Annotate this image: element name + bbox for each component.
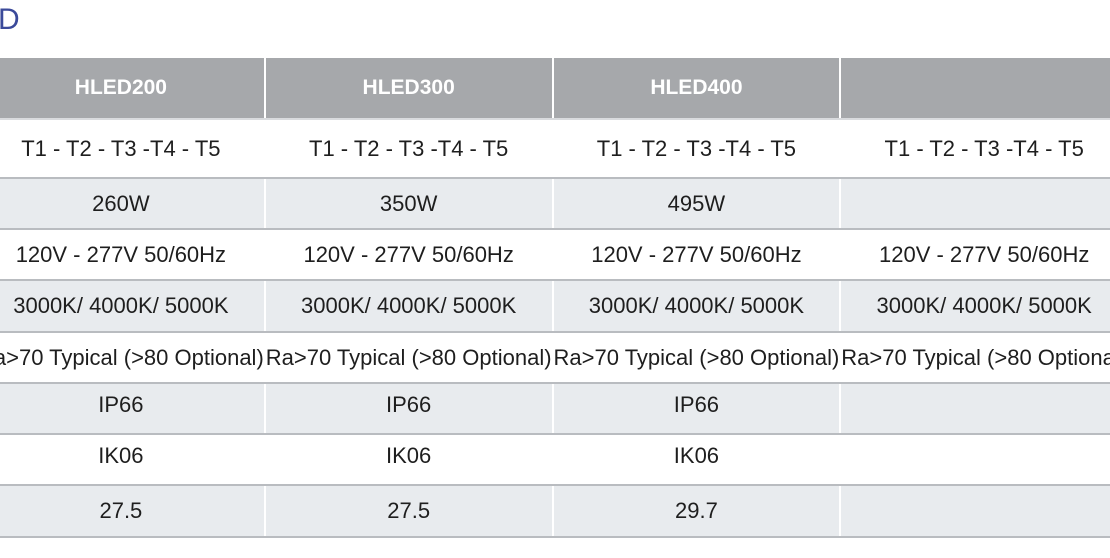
table-cell: T1 - T2 - T3 -T4 - T5 [263,119,554,179]
table-cell: 3000K/ 4000K/ 5000K [263,280,554,333]
table-cell: 27.5 [0,485,266,538]
table-cell: 3000K/ 4000K/ 5000K [551,280,842,333]
cell-text: T1 - T2 - T3 -T4 - T5 [309,135,509,161]
cell-text: 120V - 277V 50/60Hz [878,241,1090,267]
cell-text: 27.5 [387,498,431,523]
table-cell: 27.5 [263,485,554,538]
table-cell [839,178,1110,230]
table-cell: T1 - T2 - T3 -T4 - T5 [839,119,1110,179]
section-heading: D [0,3,21,36]
table-row: 27.5 27.5 29.7 [0,485,1110,538]
cell-text: IP66 [98,391,144,417]
table-cell: 120V - 277V 50/60Hz [0,229,266,281]
cell-text: Ra>70 Typical (>80 Optional) [0,344,264,370]
cell-text: IP66 [386,391,432,417]
cell-text: IK06 [98,442,144,468]
table-cell [839,434,1110,486]
cell-text: T1 - T2 - T3 -T4 - T5 [884,135,1084,161]
table-cell: 495W [551,178,842,230]
table-cell: 3000K/ 4000K/ 5000K [0,280,266,333]
cell-text: IK06 [673,442,720,468]
cell-text: 120V - 277V 50/60Hz [591,241,802,267]
table-cell: IP66 [551,383,842,435]
table-cell: T1 - T2 - T3 -T4 - T5 [551,119,842,179]
column-header-hled300: HLED300 [263,58,554,120]
table-row: IP66 IP66 IP66 [0,383,1110,435]
table-cell: IK06 [551,434,842,486]
cell-text: 27.5 [99,498,143,523]
table-cell: IK06 [263,434,554,486]
column-header-hled200: HLED200 [0,58,266,120]
cell-text: 3000K/ 4000K/ 5000K [876,293,1092,318]
table-cell: 3000K/ 4000K/ 5000K [839,280,1110,333]
table-header-row: HLED200 HLED300 HLED400 [0,58,1110,120]
cell-text: IP66 [673,391,720,417]
table-cell: 260W [0,178,266,230]
cell-text: IK06 [386,442,432,468]
table-row: 260W 350W 495W [0,178,1110,230]
table-row: T1 - T2 - T3 -T4 - T5 T1 - T2 - T3 -T4 -… [0,119,1110,179]
table-cell: 29.7 [551,485,842,538]
table-row: 3000K/ 4000K/ 5000K 3000K/ 4000K/ 5000K … [0,280,1110,333]
table-row: IK06 IK06 IK06 [0,434,1110,486]
spec-table: HLED200 HLED300 HLED400 T1 - T2 - T3 -T4… [0,58,1110,538]
table-cell: 120V - 277V 50/60Hz [263,229,554,281]
table-cell: Ra>70 Typical (>80 Optional) [263,332,554,384]
table-cell: Ra>70 Typical (>80 Optional) [839,332,1110,384]
table-cell: T1 - T2 - T3 -T4 - T5 [0,119,266,179]
table-cell: 120V - 277V 50/60Hz [551,229,842,281]
cell-text: 495W [667,190,726,216]
cell-text: Ra>70 Typical (>80 Optional) [265,344,552,370]
table-cell: IP66 [263,383,554,435]
cell-text: T1 - T2 - T3 -T4 - T5 [596,135,797,161]
column-header-hled400: HLED400 [551,58,842,120]
table-cell: IK06 [0,434,266,486]
cell-text: Ra>70 Typical (>80 Optional) [553,344,840,370]
table-row: Ra>70 Typical (>80 Optional) Ra>70 Typic… [0,332,1110,384]
table-cell: Ra>70 Typical (>80 Optional) [0,332,266,384]
cell-text: 29.7 [675,498,718,523]
cell-text: 260W [92,190,150,216]
cell-text: 120V - 277V 50/60Hz [303,241,514,267]
cell-text: 3000K/ 4000K/ 5000K [13,293,229,318]
cell-text: Ra>70 Typical (>80 Optional) [841,344,1110,370]
cell-text: 350W [379,190,438,216]
table-cell: 120V - 277V 50/60Hz [839,229,1110,281]
table-row: 120V - 277V 50/60Hz 120V - 277V 50/60Hz … [0,229,1110,281]
table-cell: Ra>70 Typical (>80 Optional) [551,332,842,384]
cell-text: 3000K/ 4000K/ 5000K [588,293,805,318]
table-cell [839,485,1110,538]
cell-text: 3000K/ 4000K/ 5000K [301,293,517,318]
column-header-4 [839,58,1110,120]
table-cell: 350W [263,178,554,230]
table-cell [839,383,1110,435]
table-cell: IP66 [0,383,266,435]
cell-text: T1 - T2 - T3 -T4 - T5 [21,135,221,161]
cell-text: 120V - 277V 50/60Hz [15,241,227,267]
